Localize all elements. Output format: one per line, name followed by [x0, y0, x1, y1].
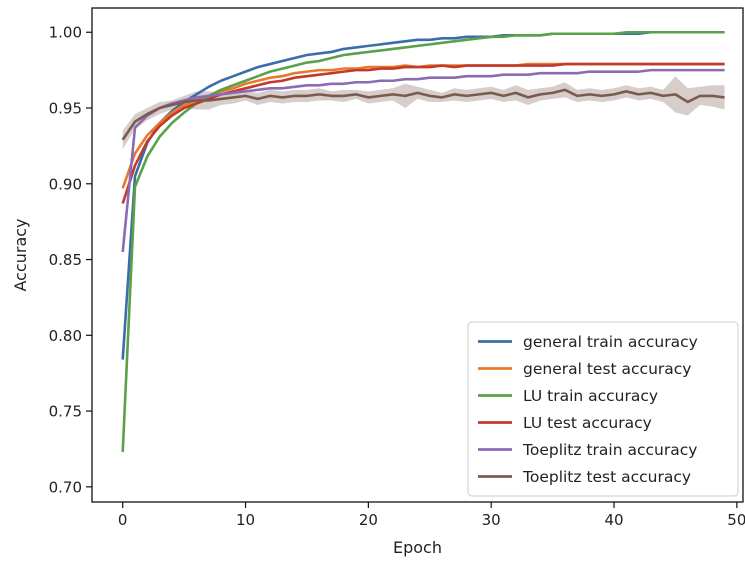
legend-entry: Toeplitz test accuracy	[522, 468, 691, 486]
legend-box	[467, 321, 739, 497]
legend-entry: Toeplitz train accuracy	[522, 441, 697, 459]
y-tick-label: 1.00	[49, 24, 82, 42]
y-tick-label: 0.90	[49, 175, 82, 193]
series-line-general-train-accuracy	[121, 30, 725, 360]
toeplitz-test-band	[122, 76, 725, 149]
y-tick-label: 0.85	[49, 251, 82, 269]
x-tick-label: 50	[727, 511, 745, 529]
series-line-general-test-accuracy	[121, 62, 725, 189]
series-line-toeplitz-train-accuracy	[121, 68, 725, 253]
x-axis-label: Epoch	[393, 538, 442, 557]
y-tick-label: 0.80	[49, 327, 82, 345]
y-axis-label: Accuracy	[11, 218, 30, 291]
legend-entry: LU train accuracy	[523, 387, 658, 405]
series-line-lu-train-accuracy	[121, 30, 725, 453]
y-tick-label: 0.70	[49, 478, 82, 496]
x-tick-label: 20	[359, 511, 378, 529]
legend-entry: LU test accuracy	[523, 414, 652, 432]
legend-entry: general test accuracy	[523, 360, 691, 378]
legend-entry: general train accuracy	[523, 333, 698, 351]
y-tick-label: 0.75	[49, 403, 82, 421]
series-line-toeplitz-test-accuracy	[121, 88, 725, 141]
confidence-bands	[122, 76, 725, 149]
x-tick-label: 40	[604, 511, 623, 529]
axes-frame	[91, 7, 744, 503]
legend: general train accuracy general test accur…	[467, 321, 739, 497]
x-tick-label: 30	[482, 511, 501, 529]
x-tick-label: 10	[236, 511, 255, 529]
series-lines	[121, 30, 725, 453]
x-axis-ticks: 0 10 20 30 40 50	[118, 502, 745, 529]
y-tick-label: 0.95	[49, 100, 82, 118]
y-axis-ticks: 0.70 0.75 0.80 0.85 0.90 0.95 1.00	[49, 24, 92, 496]
x-tick-label: 0	[118, 511, 128, 529]
